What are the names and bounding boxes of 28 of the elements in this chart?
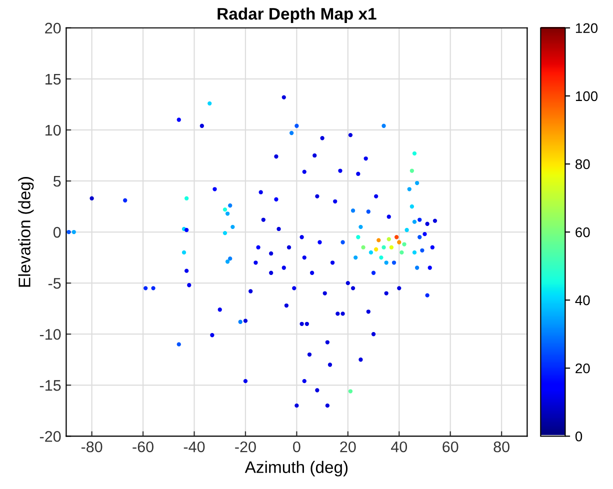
x-tick-label: -20 — [235, 441, 256, 452]
x-tick-label: -80 — [81, 441, 102, 452]
y-tick-label: -10 — [40, 328, 61, 340]
y-tick-label: 15 — [46, 74, 61, 85]
x-tick-label: -60 — [132, 441, 154, 452]
chart-title: Radar Depth Map x1 — [218, 7, 376, 23]
y-axis-title: Elevation (deg) — [18, 177, 34, 287]
y-tick-label: -15 — [40, 380, 61, 391]
color-bar-label: 20 — [576, 363, 590, 374]
x-tick-label: 20 — [340, 441, 356, 452]
color-bar-label: 40 — [575, 295, 590, 306]
x-tick-label: 40 — [390, 441, 408, 452]
y-tick-label: 0 — [53, 226, 61, 238]
x-axis-title: Azimuth (deg) — [244, 460, 348, 476]
color-bar-label: 120 — [576, 23, 598, 34]
x-tick-label: 0 — [293, 441, 300, 452]
x-tick-label: -40 — [184, 441, 205, 452]
color-bar-label: 100 — [576, 91, 598, 102]
x-tick-label: 80 — [494, 441, 510, 452]
color-bar-label: 0 — [575, 432, 582, 442]
y-tick-label: 10 — [46, 124, 61, 136]
y-tick-label: 20 — [45, 22, 61, 34]
color-bar-label: 60 — [576, 227, 590, 238]
y-tick-label: -20 — [40, 431, 61, 442]
x-tick-label: 60 — [442, 441, 458, 452]
y-tick-label: -5 — [48, 278, 61, 289]
color-bar-label: 80 — [576, 159, 590, 170]
y-tick-label: 5 — [53, 176, 61, 187]
